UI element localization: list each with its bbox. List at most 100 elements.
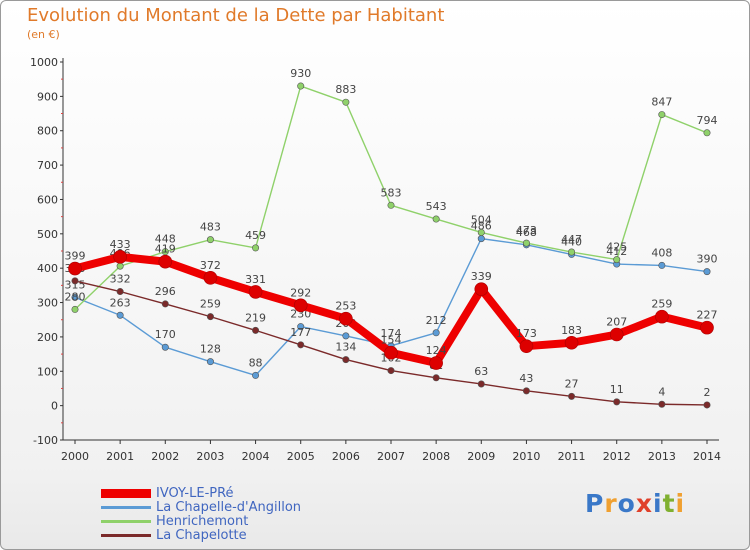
legend-swatch [101, 534, 151, 537]
data-point [293, 298, 308, 313]
data-label: 486 [471, 220, 492, 233]
data-point [248, 285, 263, 299]
data-point [387, 367, 395, 375]
data-point [609, 327, 624, 342]
data-label: 174 [381, 327, 402, 340]
data-point [297, 341, 305, 349]
data-point [703, 268, 711, 276]
data-label: 2 [704, 386, 711, 399]
data-point [703, 129, 711, 137]
data-label: 425 [606, 241, 627, 254]
data-label: 124 [426, 344, 447, 357]
data-label: 543 [426, 200, 447, 213]
data-point [116, 311, 124, 319]
data-label: 292 [290, 286, 311, 299]
data-point [522, 239, 530, 247]
data-label: 339 [471, 270, 492, 283]
data-point [432, 374, 440, 382]
data-label: 11 [610, 383, 624, 396]
data-label: 847 [651, 96, 672, 109]
data-point [568, 392, 576, 400]
data-label: 88 [249, 356, 263, 369]
y-tick-label: 200 [37, 331, 58, 344]
x-tick-label: 2012 [603, 450, 631, 463]
data-label: 43 [519, 372, 533, 385]
data-point [384, 345, 398, 360]
data-label: 4 [658, 385, 665, 398]
x-tick-label: 2002 [151, 450, 179, 463]
data-label: 433 [110, 238, 131, 251]
data-point [700, 320, 714, 335]
y-tick-label: 500 [37, 228, 58, 241]
data-point [658, 400, 666, 408]
logo-letter: t [662, 489, 676, 518]
logo-letter: i [653, 489, 663, 518]
data-label: 173 [516, 327, 537, 340]
data-point [613, 398, 621, 406]
data-label: 263 [110, 296, 131, 309]
data-point [703, 401, 711, 409]
data-label: 207 [606, 316, 627, 329]
data-point [339, 311, 353, 326]
logo-letter: r [604, 489, 618, 518]
data-point [342, 98, 350, 106]
data-label: 134 [335, 341, 356, 354]
data-point [252, 326, 260, 334]
legend-label: Henrichemont [156, 514, 249, 529]
y-tick-label: -100 [33, 434, 58, 447]
data-point [161, 343, 169, 351]
data-label: 27 [565, 377, 579, 390]
x-tick-label: 2009 [467, 450, 495, 463]
data-label: 459 [245, 229, 266, 242]
data-point [477, 380, 485, 388]
y-tick-label: 1000 [30, 56, 58, 69]
data-label: 930 [290, 67, 311, 80]
y-tick-label: 0 [51, 400, 58, 413]
data-label: 794 [697, 114, 718, 127]
data-point [71, 305, 79, 313]
data-point [432, 329, 440, 337]
data-label: 212 [426, 314, 447, 327]
data-point [342, 332, 350, 340]
data-label: 399 [65, 250, 86, 263]
x-tick-label: 2014 [693, 450, 721, 463]
x-tick-label: 2013 [648, 450, 676, 463]
data-point [206, 358, 214, 366]
data-point [342, 356, 350, 364]
data-label: 280 [65, 290, 86, 303]
legend-label: IVOY-LE-PRé [156, 486, 234, 501]
data-point [429, 356, 443, 370]
data-label: 259 [651, 298, 672, 311]
data-point [658, 111, 666, 119]
data-point [206, 236, 214, 244]
data-label: 128 [200, 343, 221, 356]
data-point [71, 293, 79, 301]
logo-letter: i [675, 489, 686, 518]
data-point [158, 254, 173, 269]
data-label: 883 [335, 83, 356, 96]
data-label: 483 [200, 221, 221, 234]
data-label: 332 [110, 273, 131, 286]
data-point [252, 371, 260, 379]
x-tick-label: 2000 [61, 450, 89, 463]
data-label: 372 [200, 259, 221, 272]
data-label: 419 [155, 243, 176, 256]
data-label: 177 [290, 326, 311, 339]
data-label: 259 [200, 298, 221, 311]
y-tick-label: 800 [37, 125, 58, 138]
data-label: 473 [516, 224, 537, 237]
data-point [297, 82, 305, 90]
data-label: 154 [381, 334, 402, 347]
data-label: 63 [474, 365, 488, 378]
legend-label: La Chapelle-d'Angillon [156, 500, 302, 515]
logo-letter: x [635, 489, 653, 518]
data-point [477, 235, 485, 243]
data-point [113, 250, 127, 264]
data-point [387, 201, 395, 209]
x-tick-label: 2010 [512, 450, 540, 463]
data-point [564, 335, 579, 350]
data-label: 227 [697, 309, 718, 322]
x-tick-label: 2004 [242, 450, 270, 463]
data-point [206, 313, 214, 321]
